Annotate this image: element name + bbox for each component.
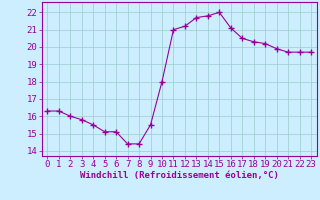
X-axis label: Windchill (Refroidissement éolien,°C): Windchill (Refroidissement éolien,°C) <box>80 171 279 180</box>
